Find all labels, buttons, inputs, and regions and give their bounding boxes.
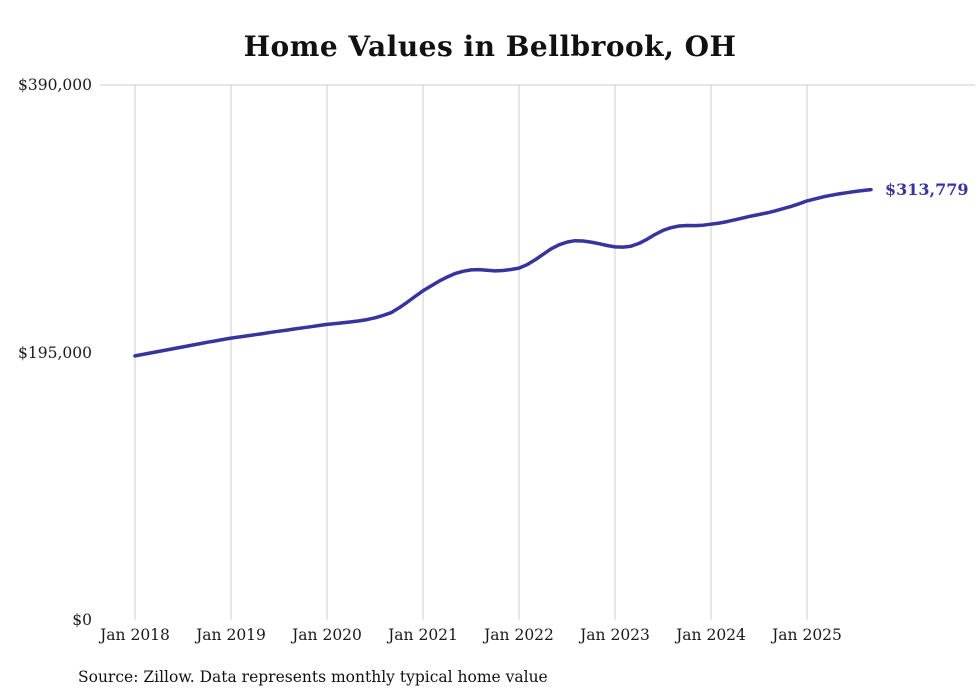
x-tick-label: Jan 2019: [196, 626, 266, 644]
chart-title: Home Values in Bellbrook, OH: [243, 30, 737, 63]
x-tick-label: Jan 2018: [100, 626, 170, 644]
x-tick-label: Jan 2022: [484, 626, 554, 644]
source-note: Source: Zillow. Data represents monthly …: [78, 668, 548, 686]
home-value-line: [133, 187, 873, 358]
x-tick-label: Jan 2023: [580, 626, 650, 644]
x-tick-label: Jan 2021: [388, 626, 458, 644]
current-value-label: $313,779: [885, 179, 969, 199]
x-tick-label: Jan 2025: [772, 626, 842, 644]
x-tick-label: Jan 2020: [292, 626, 362, 644]
y-tick-label: $390,000: [18, 76, 92, 94]
x-tick-label: Jan 2024: [676, 626, 746, 644]
y-tick-label: $195,000: [18, 343, 92, 362]
y-tick-label: $0: [72, 611, 92, 629]
